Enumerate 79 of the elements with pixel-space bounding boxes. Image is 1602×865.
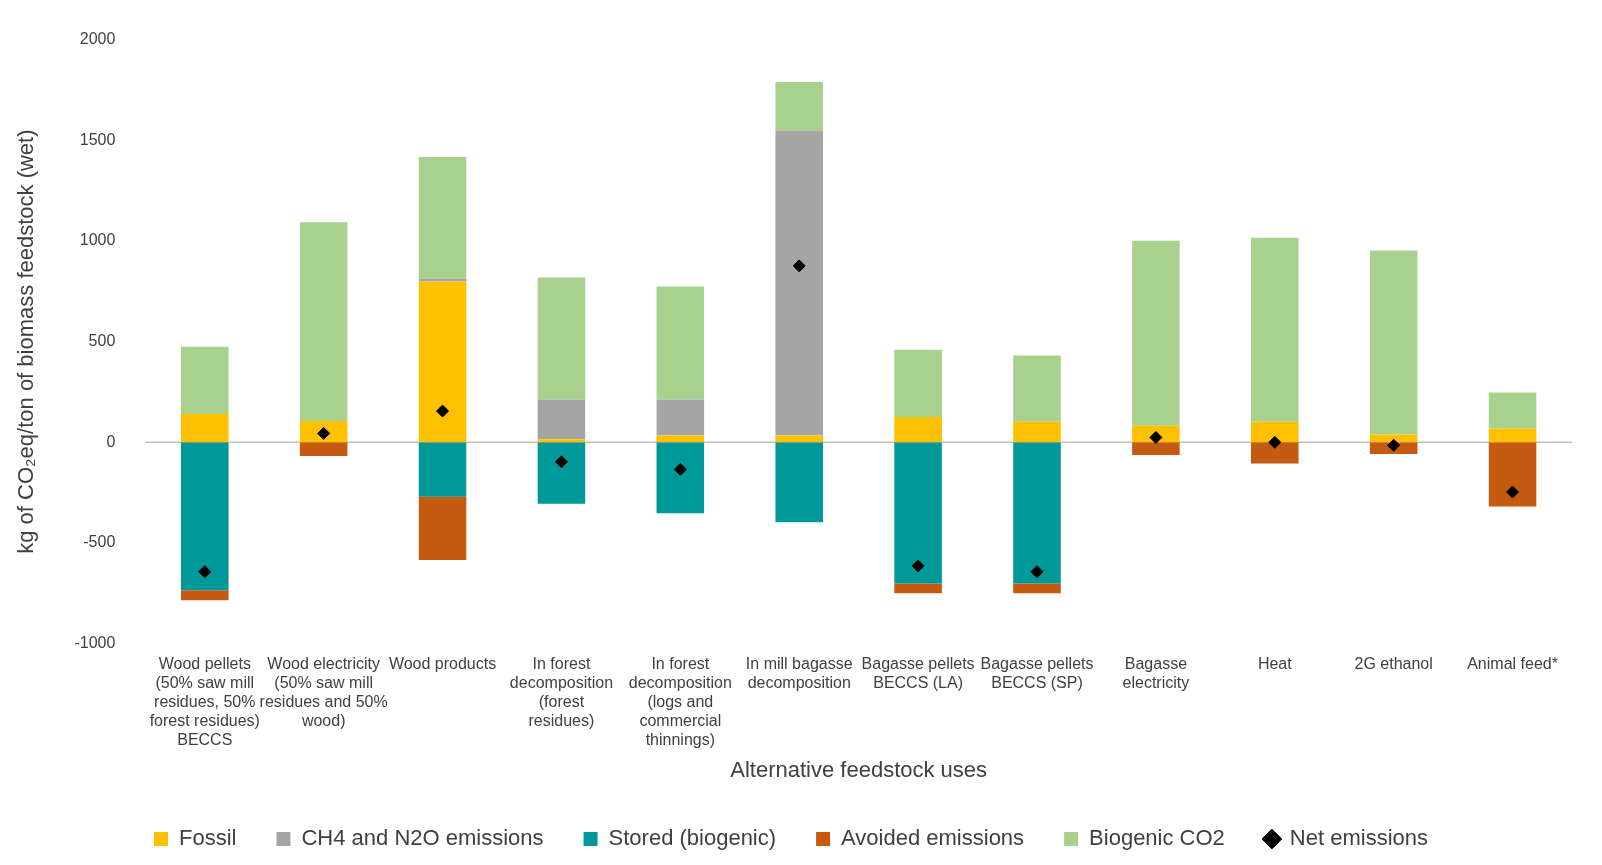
- bar: [656, 399, 705, 436]
- bar: [1488, 392, 1537, 429]
- bar: [180, 346, 229, 415]
- bar: [418, 496, 467, 561]
- y-tick-label: 0: [106, 432, 116, 450]
- bar: [775, 435, 823, 443]
- x-tick-label: Heat: [1257, 654, 1293, 672]
- bar: [775, 442, 823, 523]
- point: [198, 565, 212, 579]
- y-tick-label: 1500: [79, 130, 116, 148]
- point: [436, 404, 450, 418]
- bar: [1013, 442, 1061, 584]
- bar: [537, 399, 586, 440]
- bar: [775, 81, 823, 131]
- y-tick-label: -1000: [74, 634, 116, 652]
- y-tick-label: 500: [88, 332, 116, 350]
- bar: [894, 416, 942, 443]
- legend-label: Fossil: [179, 825, 237, 851]
- bar: [180, 442, 229, 591]
- point: [911, 559, 925, 573]
- bar: [1488, 428, 1537, 443]
- bar: [656, 442, 705, 514]
- x-tick-label: Bagasse pellets BECCS (SP): [980, 654, 1094, 691]
- x-tick-label: In forest decomposition (logs and commercial thinnings): [628, 654, 732, 749]
- x-axis-title: Alternative feedstock uses: [730, 756, 988, 782]
- x-tick-label: 2G ethanol: [1354, 654, 1433, 672]
- y-axis-title: kg of CO₂eq/ton of biomass feedstock (wet): [13, 129, 39, 554]
- y-tick-label: 2000: [79, 30, 116, 48]
- bar: [1251, 442, 1299, 464]
- bar: [418, 281, 467, 443]
- bar: [894, 442, 942, 584]
- y-tick-label: -500: [83, 533, 116, 551]
- bar: [656, 435, 705, 443]
- bar: [299, 420, 348, 443]
- bar: [299, 222, 348, 421]
- bar: [1488, 442, 1537, 507]
- point: [554, 455, 568, 469]
- bar: [180, 590, 229, 601]
- x-tick-label: Wood pellets (50% saw mill residues, 50% forest residues) BECCS: [149, 654, 260, 749]
- x-tick-label: Animal feed*: [1467, 654, 1558, 672]
- bar: [1132, 240, 1180, 426]
- x-tick-label: In forest decomposition (forest residues): [509, 654, 614, 730]
- point: [1506, 485, 1520, 499]
- x-tick-label: Bagasse electricity: [1122, 654, 1190, 691]
- legend-label: CH4 and N2O emissions: [301, 825, 544, 851]
- bar: [537, 439, 586, 443]
- point: [1268, 435, 1282, 449]
- bar: [1013, 355, 1061, 422]
- legend-label: Stored (biogenic): [608, 825, 777, 851]
- legend-label: Avoided emissions: [841, 825, 1025, 851]
- point: [673, 462, 687, 476]
- point: [1030, 565, 1044, 579]
- bar: [537, 442, 586, 504]
- bar: [894, 583, 942, 594]
- bar: [1132, 442, 1180, 455]
- bar: [537, 277, 586, 400]
- x-tick-label: Bagasse pellets BECCS (LA): [861, 654, 975, 691]
- point: [792, 259, 806, 273]
- y-tick-label: 1000: [79, 231, 116, 249]
- bar: [299, 442, 348, 456]
- x-tick-label: Wood electricity (50% saw mill residues and 50% wood): [259, 654, 388, 730]
- bar: [1251, 237, 1299, 422]
- bar: [1369, 434, 1418, 443]
- legend-label: Biogenic CO2: [1089, 825, 1225, 851]
- bar: [418, 278, 467, 282]
- bar: [1369, 250, 1418, 435]
- x-tick-label: Wood products: [388, 654, 497, 672]
- bar: [180, 414, 229, 443]
- bar: [1251, 421, 1299, 443]
- bar: [1013, 421, 1061, 443]
- x-tick-label: In mill bagasse decomposition: [745, 654, 853, 691]
- bar: [418, 442, 467, 497]
- bar: [656, 286, 705, 400]
- bar: [894, 349, 942, 417]
- legend-label: Net emissions: [1289, 825, 1428, 851]
- bar: [775, 130, 823, 436]
- bar: [418, 156, 467, 279]
- point: [1387, 438, 1401, 452]
- bar: [1013, 583, 1061, 594]
